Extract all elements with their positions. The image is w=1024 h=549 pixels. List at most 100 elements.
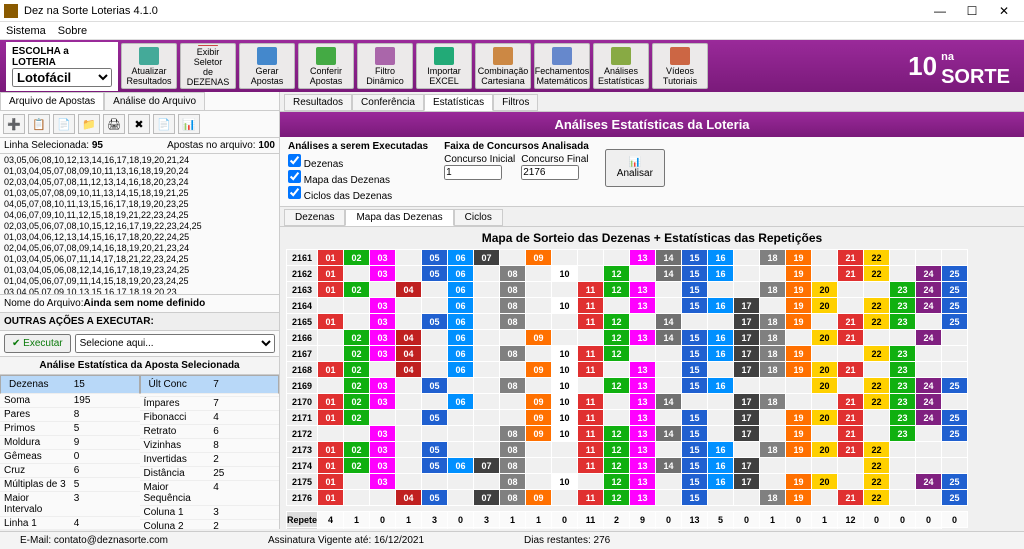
tab-resultados[interactable]: Resultados bbox=[284, 94, 352, 111]
minimize-button[interactable]: — bbox=[924, 1, 956, 21]
mini-btn-3[interactable]: 📁 bbox=[78, 114, 100, 134]
bet-row[interactable]: 01,03,04,05,07,08,09,10,11,13,16,18,19,2… bbox=[4, 166, 275, 177]
mini-btn-1[interactable]: 📋 bbox=[28, 114, 50, 134]
executar-button[interactable]: ✔ Executar bbox=[4, 334, 71, 353]
maximize-button[interactable]: ☐ bbox=[956, 1, 988, 21]
summary-cell: 13 bbox=[682, 512, 708, 528]
concurso-inicial[interactable] bbox=[444, 165, 502, 180]
mini-btn-2[interactable]: 📄 bbox=[53, 114, 75, 134]
toolbar-vídeos[interactable]: VídeosTutoriais bbox=[652, 43, 708, 89]
map-cell: 15 bbox=[682, 458, 708, 474]
mini-btn-5[interactable]: ✖ bbox=[128, 114, 150, 134]
map-cell-empty bbox=[604, 250, 630, 266]
map-cell-empty bbox=[604, 394, 630, 410]
bet-row[interactable]: 03,04,05,07,09,10,13,15,16,17,18,19,20,2… bbox=[4, 287, 275, 294]
mini-btn-7[interactable]: 📊 bbox=[178, 114, 200, 134]
footer: E-Mail: contato@deznasorte.com Assinatur… bbox=[0, 531, 1024, 549]
toolbar: ESCOLHA a LOTERIA Lotofácil AtualizarRes… bbox=[0, 40, 1024, 92]
map-concurso: 2168 bbox=[287, 362, 318, 378]
toolbar-gerar[interactable]: GerarApostas bbox=[239, 43, 295, 89]
summary-cell: 1 bbox=[526, 512, 552, 528]
bet-row[interactable]: 01,04,05,06,07,09,11,14,15,18,19,20,23,2… bbox=[4, 276, 275, 287]
faixa-group: Faixa de Concursos Analisada Concurso In… bbox=[444, 141, 589, 202]
tab-conferencia[interactable]: Conferência bbox=[352, 94, 424, 111]
bet-row[interactable]: 01,03,04,05,06,07,11,14,17,18,21,22,23,2… bbox=[4, 254, 275, 265]
tab-analise-arquivo[interactable]: Análise do Arquivo bbox=[104, 92, 205, 110]
menu-sistema[interactable]: Sistema bbox=[6, 25, 46, 37]
map-cell-empty bbox=[656, 442, 682, 458]
executar-select[interactable]: Selecione aqui... bbox=[75, 334, 275, 353]
map-cell-empty bbox=[656, 378, 682, 394]
summary-cell: 0 bbox=[656, 512, 682, 528]
bet-row[interactable]: 01,03,05,07,08,09,10,11,13,14,15,18,19,2… bbox=[4, 188, 275, 199]
footer-email: E-Mail: contato@deznasorte.com bbox=[20, 535, 168, 546]
map-cell: 09 bbox=[526, 490, 552, 506]
map-cell: 09 bbox=[526, 330, 552, 346]
map-cell-empty bbox=[604, 410, 630, 426]
bet-row[interactable]: 01,03,04,06,12,13,14,15,16,17,18,20,22,2… bbox=[4, 232, 275, 243]
toolbar-filtro[interactable]: FiltroDinâmico bbox=[357, 43, 413, 89]
chk-ciclos[interactable] bbox=[288, 186, 301, 199]
map-wrap[interactable]: 2161010203050607091314151618192122216201… bbox=[280, 249, 1024, 529]
tab-estatisticas[interactable]: Estatísticas bbox=[424, 94, 493, 111]
toolbar-exibir seletor[interactable]: Exibir Seletorde DEZENAS bbox=[180, 43, 236, 89]
map-cell: 11 bbox=[578, 410, 604, 426]
menu-sobre[interactable]: Sobre bbox=[58, 25, 87, 37]
map-cell-empty bbox=[656, 362, 682, 378]
bet-list[interactable]: 03,05,06,08,10,12,13,14,16,17,18,19,20,2… bbox=[0, 154, 279, 294]
map-cell: 13 bbox=[630, 378, 656, 394]
map-cell-empty bbox=[656, 474, 682, 490]
bet-row[interactable]: 04,06,07,09,10,11,12,15,18,19,21,22,23,2… bbox=[4, 210, 275, 221]
map-cell: 06 bbox=[448, 250, 474, 266]
toolbar-fechamentos[interactable]: FechamentosMatemáticos bbox=[534, 43, 590, 89]
concurso-final[interactable] bbox=[521, 165, 579, 180]
map-cell-empty bbox=[474, 362, 500, 378]
map-cell-empty bbox=[942, 250, 968, 266]
toolbar-análises[interactable]: AnálisesEstatísticas bbox=[593, 43, 649, 89]
bet-row[interactable]: 04,05,07,08,10,11,13,15,16,17,18,19,20,2… bbox=[4, 199, 275, 210]
close-button[interactable]: ✕ bbox=[988, 1, 1020, 21]
map-cell-empty bbox=[344, 314, 370, 330]
bet-row[interactable]: 01,03,04,05,06,08,12,14,16,17,18,19,23,2… bbox=[4, 265, 275, 276]
lottery-dropdown[interactable]: Lotofácil bbox=[12, 68, 112, 87]
analisar-button[interactable]: 📊Analisar bbox=[605, 149, 665, 187]
map-cell-empty bbox=[500, 394, 526, 410]
left-panel: Arquivo de Apostas Análise do Arquivo ➕📋… bbox=[0, 92, 280, 529]
map-cell: 05 bbox=[422, 458, 448, 474]
subtab-dezenas[interactable]: Dezenas bbox=[284, 209, 345, 226]
mini-btn-4[interactable]: 🖨 bbox=[103, 114, 125, 134]
map-cell-empty bbox=[786, 330, 812, 346]
bet-row[interactable]: 02,03,05,06,07,08,10,15,12,16,17,19,22,2… bbox=[4, 221, 275, 232]
map-cell-empty bbox=[864, 410, 890, 426]
map-cell: 09 bbox=[526, 426, 552, 442]
mini-btn-0[interactable]: ➕ bbox=[3, 114, 25, 134]
bet-row[interactable]: 03,05,06,08,10,12,13,14,16,17,18,19,20,2… bbox=[4, 155, 275, 166]
toolbar-combinação[interactable]: CombinaçãoCartesiana bbox=[475, 43, 531, 89]
map-cell-empty bbox=[916, 458, 942, 474]
chk-dezenas[interactable] bbox=[288, 154, 301, 167]
subtab-mapa[interactable]: Mapa das Dezenas bbox=[345, 209, 453, 226]
map-cell-empty bbox=[448, 378, 474, 394]
map-cell: 19 bbox=[786, 250, 812, 266]
map-cell: 13 bbox=[630, 426, 656, 442]
map-cell-empty bbox=[474, 346, 500, 362]
right-panel: Resultados Conferência Estatísticas Filt… bbox=[280, 92, 1024, 529]
map-cell-empty bbox=[500, 250, 526, 266]
bet-row[interactable]: 02,04,05,06,07,08,09,14,16,18,19,20,21,2… bbox=[4, 243, 275, 254]
map-cell-empty bbox=[916, 490, 942, 506]
toolbar-conferir[interactable]: ConferirApostas bbox=[298, 43, 354, 89]
map-cell: 09 bbox=[526, 410, 552, 426]
bet-row[interactable]: 02,03,04,05,07,08,11,12,13,14,16,18,20,2… bbox=[4, 177, 275, 188]
subtab-ciclos[interactable]: Ciclos bbox=[454, 209, 503, 226]
map-cell: 20 bbox=[812, 282, 838, 298]
map-cell: 04 bbox=[396, 362, 422, 378]
mini-btn-6[interactable]: 📄 bbox=[153, 114, 175, 134]
tab-arquivo-apostas[interactable]: Arquivo de Apostas bbox=[0, 92, 104, 110]
map-cell: 16 bbox=[708, 474, 734, 490]
chk-mapa[interactable] bbox=[288, 170, 301, 183]
map-cell: 05 bbox=[422, 314, 448, 330]
tab-filtros[interactable]: Filtros bbox=[493, 94, 538, 111]
map-cell: 01 bbox=[318, 266, 344, 282]
toolbar-importar[interactable]: ImportarEXCEL bbox=[416, 43, 472, 89]
toolbar-atualizar[interactable]: AtualizarResultados bbox=[121, 43, 177, 89]
